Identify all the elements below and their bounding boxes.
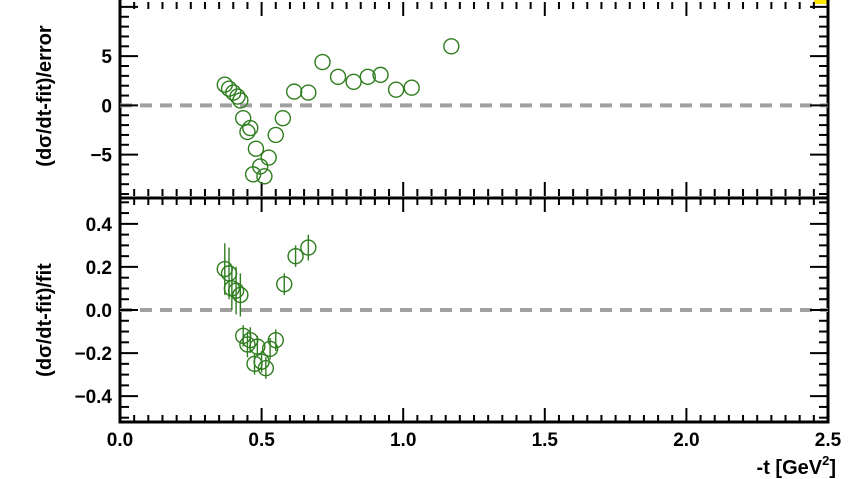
data-point bbox=[403, 79, 420, 96]
data-point bbox=[372, 66, 389, 84]
y-tick-label: 0.2 bbox=[86, 258, 112, 279]
x-axis-title-sup: 2 bbox=[822, 453, 829, 468]
data-point bbox=[216, 76, 233, 93]
data-point bbox=[251, 158, 269, 175]
y-tick-label: 0 bbox=[101, 96, 112, 117]
data-point bbox=[229, 88, 246, 105]
data-point bbox=[247, 140, 265, 157]
data-point bbox=[261, 340, 279, 357]
x-axis-title-close: ] bbox=[829, 457, 836, 479]
data-point bbox=[239, 336, 256, 353]
data-point bbox=[227, 282, 245, 299]
y-tick-label: 5 bbox=[101, 47, 112, 68]
bottom-y-axis-title: (dσ/dt-fit)/fit bbox=[34, 263, 56, 377]
data-point bbox=[257, 359, 275, 377]
top-data-points bbox=[216, 38, 460, 185]
y-tick-label: −0.4 bbox=[74, 387, 112, 408]
data-point bbox=[345, 73, 362, 90]
data-point bbox=[260, 149, 277, 166]
data-point bbox=[287, 247, 304, 265]
data-point bbox=[232, 92, 249, 109]
x-tick-label: 1.5 bbox=[532, 430, 559, 451]
data-point bbox=[443, 38, 460, 55]
data-point bbox=[387, 81, 405, 98]
data-point bbox=[232, 286, 249, 304]
data-point bbox=[256, 168, 273, 185]
data-point bbox=[285, 83, 303, 100]
data-point bbox=[274, 110, 292, 127]
x-tick-labels: 0.0 0.5 1.0 1.5 2.0 2.5 bbox=[107, 430, 842, 451]
bottom-data-points bbox=[216, 234, 317, 379]
x-tick-label: 0.0 bbox=[107, 430, 133, 451]
top-panel-frame bbox=[118, 0, 830, 200]
data-point bbox=[359, 68, 376, 86]
data-point bbox=[267, 126, 284, 144]
top-panel: 5 0 −5 (dσ/dt-fit)/error bbox=[34, 0, 830, 200]
x-tick-label: 0.5 bbox=[248, 430, 275, 451]
top-axis-ticks bbox=[119, 2, 829, 196]
bottom-axis-ticks bbox=[119, 198, 829, 422]
top-y-tick-labels: 5 0 −5 bbox=[90, 47, 112, 166]
data-point bbox=[276, 275, 293, 293]
x-tick-label: 1.0 bbox=[390, 430, 416, 451]
top-y-axis-title: (dσ/dt-fit)/error bbox=[34, 25, 56, 167]
data-point bbox=[220, 80, 238, 97]
data-point bbox=[239, 123, 256, 141]
data-point bbox=[329, 68, 347, 86]
bottom-panel: 0.4 0.2 0.0 −0.2 −0.4 0.0 0.5 1.0 1.5 2.0 2.5 (dσ… bbox=[34, 196, 842, 479]
corner-marker bbox=[814, 0, 828, 4]
y-tick-label: −0.2 bbox=[74, 344, 112, 365]
y-tick-label: 0.4 bbox=[86, 215, 113, 236]
x-tick-label: 2.5 bbox=[815, 430, 842, 451]
data-point bbox=[300, 84, 317, 101]
data-point bbox=[234, 110, 252, 127]
x-tick-label: 2.0 bbox=[673, 430, 699, 451]
data-point bbox=[267, 331, 284, 349]
bottom-y-tick-labels: 0.4 0.2 0.0 −0.2 −0.4 bbox=[74, 215, 112, 408]
y-tick-label: −5 bbox=[90, 146, 112, 167]
data-point bbox=[300, 239, 317, 256]
y-tick-label: 0.0 bbox=[86, 301, 112, 322]
data-point bbox=[249, 338, 266, 355]
x-axis-title: -t [GeV2] bbox=[757, 453, 836, 479]
x-axis-title-base: -t [GeV bbox=[757, 457, 823, 479]
data-point bbox=[242, 119, 259, 137]
data-point bbox=[314, 53, 331, 71]
